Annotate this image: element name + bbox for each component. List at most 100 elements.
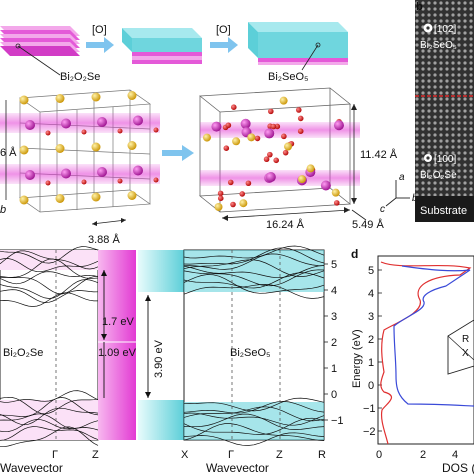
slab-bi2o2se [0, 26, 80, 76]
conduction-band [0, 250, 99, 270]
panel-a-slabs: [O] [O] Bi₂O₂Se Bi₂SeO₅ [0, 22, 348, 83]
panel-b-stem: b [102] Bi₂SeO₅ [100] Bi₂O₂Se Substrate [415, 0, 474, 222]
dos-ylabel: Energy (eV) [351, 329, 363, 388]
dos-xtick-2: 2 [420, 449, 426, 461]
right-depth-label: 5.49 Å [352, 218, 384, 231]
panel-c-bands: 1.7 eV 1.09 eV Bi₂O₂Se 3.90 eV Bi₂SeO₅ 5… [0, 245, 344, 474]
o-atom [281, 133, 287, 140]
top-zone-axis: [102] [434, 24, 456, 35]
se-atom [127, 91, 137, 100]
dos-blue-curve [393, 265, 474, 407]
o-atom [267, 151, 273, 158]
bottom-zone-axis: [100] [434, 154, 456, 165]
o-atom [297, 115, 304, 122]
a-dimension-label: 3.88 Å [88, 233, 120, 246]
se-atom [19, 145, 29, 155]
valence-band [0, 413, 99, 430]
right-height-label: 11.42 Å [360, 148, 398, 161]
valence-band [0, 426, 99, 448]
bi-atom [25, 120, 35, 130]
c-dimension-label: 6 Å [0, 146, 17, 159]
dos-y-tick-label: 0 [368, 380, 374, 392]
inset-x-label: X [462, 348, 469, 359]
conduction-band [0, 258, 99, 279]
se-atom [127, 191, 137, 200]
bi-atom [61, 118, 71, 129]
conduction-band [0, 258, 99, 273]
conduction-band [183, 269, 325, 287]
slab-bi2seo5 [248, 22, 348, 71]
se-atom [91, 92, 101, 102]
conduction-band [183, 272, 325, 289]
o-atom [270, 123, 277, 130]
dos-y-tick-label: 2 [368, 334, 374, 346]
axis-c: c [380, 204, 385, 215]
valence-band [183, 397, 325, 412]
se-atom [247, 133, 256, 142]
gap-1-label: 1.7 eV [102, 316, 134, 328]
right-tick-z: Z [276, 449, 283, 461]
y-tick-label: 3 [331, 311, 337, 323]
bi2o2se-lattice: 6 Å b 3.88 Å [0, 89, 160, 246]
bi-atom [320, 180, 331, 191]
o-atom [333, 200, 340, 206]
substrate-label: Substrate [420, 205, 467, 217]
conduction-band [183, 259, 325, 277]
top-phase: Bi₂SeO₅ [420, 40, 457, 51]
y-tick-label: −1 [331, 415, 344, 427]
bi-atom [333, 120, 344, 131]
dos-y-tick-label: −1 [363, 403, 376, 415]
se-atom [55, 94, 65, 103]
valence-band [183, 423, 325, 442]
panel-b-label: b [416, 1, 423, 13]
bi-atom [133, 115, 143, 126]
bi-atom [61, 168, 71, 179]
valence-band [183, 412, 325, 426]
arrow2-label: [O] [216, 24, 231, 36]
slab-partial [122, 28, 202, 64]
right-width-label: 16.24 Å [266, 218, 305, 231]
se-atom [19, 95, 29, 105]
conduction-band [0, 279, 99, 299]
conduction-band [183, 274, 325, 294]
o-atom [263, 156, 270, 163]
inset-r-label: R [462, 334, 469, 345]
se-atom [279, 96, 288, 105]
o-atom [81, 179, 87, 185]
y-tick-label: 2 [331, 337, 337, 349]
conduction-band [0, 292, 98, 307]
dos-y-tick-label: 4 [368, 288, 374, 300]
o-atom [282, 149, 289, 156]
o-atom [267, 108, 274, 115]
dos-xtick-4: 4 [452, 449, 458, 461]
y-tick-label: 1 [331, 363, 337, 375]
dos-y-tick-label: −2 [363, 426, 376, 438]
left-xlabel: Wavevector [0, 461, 63, 474]
right-tick-r: R [318, 449, 326, 461]
se-atom [91, 192, 101, 202]
conduction-band [0, 271, 99, 285]
transform-arrow [162, 145, 194, 161]
se-atom [306, 164, 315, 173]
bi-atom [240, 118, 251, 129]
o-atom [45, 180, 51, 186]
bi-atom [265, 172, 276, 183]
bottom-phase: Bi₂O₂Se [420, 170, 457, 181]
y-tick-label: 0 [331, 389, 337, 401]
conduction-band [183, 247, 325, 265]
bi-atom [133, 165, 143, 176]
se-atom [91, 142, 101, 152]
se-atom [202, 133, 211, 142]
b-axis-label: b [0, 204, 6, 216]
conduction-band [183, 265, 325, 279]
right-material-label: Bi₂SeO₅ [230, 347, 271, 359]
se-atom [298, 175, 307, 184]
se-atom [19, 195, 29, 205]
left-material-label: Bi₂O₂Se [3, 347, 43, 359]
bi-atom [97, 167, 107, 177]
o-atom [117, 178, 123, 184]
right-tick-gamma: Γ [228, 449, 234, 461]
valence-band [0, 396, 99, 415]
right-crystal-name: Bi₂SeO₅ [268, 71, 309, 83]
conduction-band [183, 284, 325, 299]
